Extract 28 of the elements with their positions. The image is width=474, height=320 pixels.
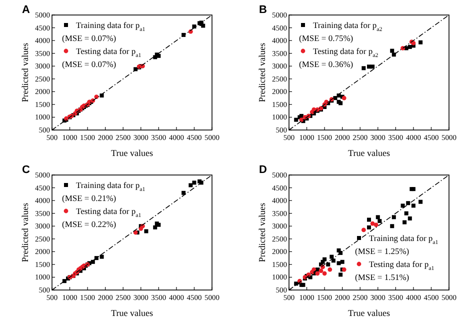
legend-label: Training data for p$_{a1}$ xyxy=(76,180,146,193)
annotation: (MSE = 0.36%) xyxy=(299,59,354,69)
legend-label: Training data for p$_{a1}$ xyxy=(369,233,438,246)
chart-title: B xyxy=(259,4,267,16)
legend-label: Testing data for p$_{a2}$ xyxy=(313,46,378,59)
annotation: (MSE = 0.07%) xyxy=(62,59,116,69)
annotation: (MSE = 0.75%) xyxy=(299,33,354,43)
legend-label: Testing data for p$_{a1}$ xyxy=(76,46,142,59)
chart-title: D xyxy=(259,164,267,176)
y-axis-title: Predicted values xyxy=(20,42,30,102)
annotation: (MSE = 0.21%) xyxy=(62,193,116,203)
x-axis-title: True values xyxy=(111,308,154,318)
y-axis-title: Predicted values xyxy=(257,42,267,102)
annotation: (MSE = 1.25%) xyxy=(355,246,410,256)
annotation: (MSE = 0.07%) xyxy=(62,33,116,43)
y-axis-title: Predicted values xyxy=(20,202,30,262)
legend-label: Training data for p$_{a2}$ xyxy=(313,20,382,33)
annotation: (MSE = 0.22%) xyxy=(62,219,116,229)
y-axis-title: Predicted values xyxy=(257,202,267,262)
legend-label: Testing data for p$_{a1}$ xyxy=(369,259,434,272)
legend-label: Training data for p$_{a1}$ xyxy=(76,20,146,33)
chart-title: A xyxy=(22,4,30,16)
x-axis-title: True values xyxy=(111,148,154,158)
legend-label: Testing data for p$_{a1}$ xyxy=(76,206,142,219)
x-axis-title: True values xyxy=(348,308,390,318)
chart-title: C xyxy=(22,164,30,176)
annotation: (MSE = 1.51%) xyxy=(355,272,410,282)
x-axis-title: True values xyxy=(348,148,390,158)
